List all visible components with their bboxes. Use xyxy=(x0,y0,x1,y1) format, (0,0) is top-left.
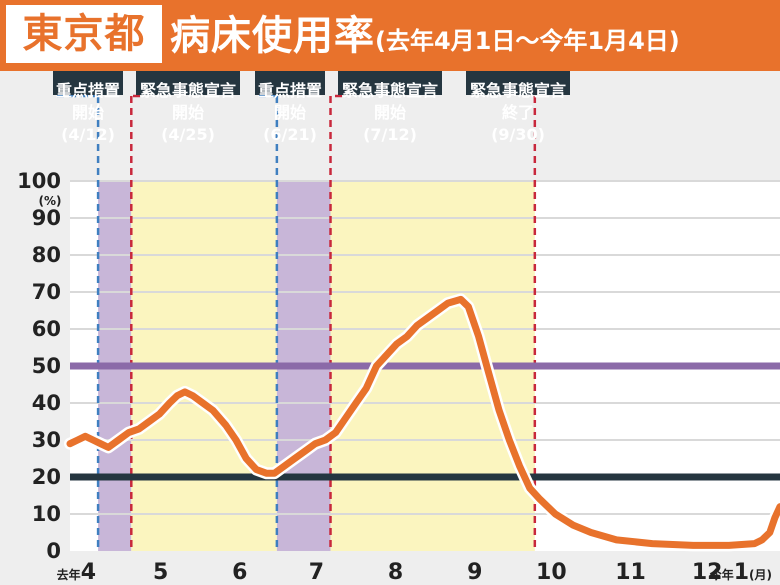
region-badge: 東京都 xyxy=(6,5,162,63)
y-tick-label: 0 xyxy=(46,539,61,563)
chart-title-period: (去年4月1日〜今年1月4日) xyxy=(375,27,680,55)
x-tick-label: 6 xyxy=(232,560,247,585)
y-tick-label: 10 xyxy=(32,502,61,526)
y-tick-label: 90 xyxy=(32,206,61,230)
event-label-text: 重点措置 xyxy=(258,81,322,100)
event-label-box xyxy=(338,71,442,95)
event-label-text: 開始 xyxy=(172,103,204,122)
y-unit-label: (%) xyxy=(39,194,62,208)
chart-title: 病床使用率(去年4月1日〜今年1月4日) xyxy=(170,10,680,62)
event-label-text: 緊急事態宣言 xyxy=(140,81,236,100)
event-label-box xyxy=(466,71,570,95)
x-tick-label: 12 xyxy=(692,560,723,585)
x-tick-label: 10 xyxy=(536,560,567,585)
event-label-text: 開始 xyxy=(72,103,104,122)
event-label-text: 緊急事態宣言 xyxy=(342,81,438,100)
event-label-text: 緊急事態宣言 xyxy=(470,81,566,100)
y-tick-label: 100 xyxy=(17,169,61,193)
header-banner: 東京都 病床使用率(去年4月1日〜今年1月4日) xyxy=(0,0,780,71)
event-label-text: (6/21) xyxy=(263,125,317,144)
x-tick-label: 7 xyxy=(309,560,324,585)
x-tick-label: 11 xyxy=(615,560,646,585)
x-tick-label: 8 xyxy=(388,560,403,585)
x-tick-label: 9 xyxy=(467,560,482,585)
event-label-box xyxy=(255,71,325,95)
y-tick-label: 30 xyxy=(32,428,61,452)
event-label-text: (7/12) xyxy=(363,125,417,144)
y-tick-label: 40 xyxy=(32,391,61,415)
x-tick-label: 今年1(月) xyxy=(709,560,772,585)
chart-title-main: 病床使用率 xyxy=(170,13,375,59)
region-name: 東京都 xyxy=(22,11,146,57)
y-tick-label: 60 xyxy=(32,317,61,341)
y-tick-label: 70 xyxy=(32,280,61,304)
event-label-text: 重点措置 xyxy=(56,81,120,100)
event-label-text: 開始 xyxy=(274,103,306,122)
x-tick-label: 去年4 xyxy=(57,560,96,585)
y-tick-label: 20 xyxy=(32,465,61,489)
y-tick-label: 50 xyxy=(32,354,61,378)
event-label-text: 開始 xyxy=(374,103,406,122)
x-tick-label: 5 xyxy=(153,560,168,585)
event-label-box xyxy=(53,71,123,95)
y-tick-label: 80 xyxy=(32,243,61,267)
event-label-text: 終了 xyxy=(502,103,534,122)
event-label-text: (9/30) xyxy=(491,125,545,144)
event-label-text: (4/12) xyxy=(61,125,115,144)
event-label-box xyxy=(136,71,240,95)
bed-usage-chart: 0 10 20 30 40 50 60 70 80 90 100(%) 去年4 5 6 7 8 9 10 11 12今… xyxy=(17,71,780,585)
event-label-text: (4/25) xyxy=(161,125,215,144)
